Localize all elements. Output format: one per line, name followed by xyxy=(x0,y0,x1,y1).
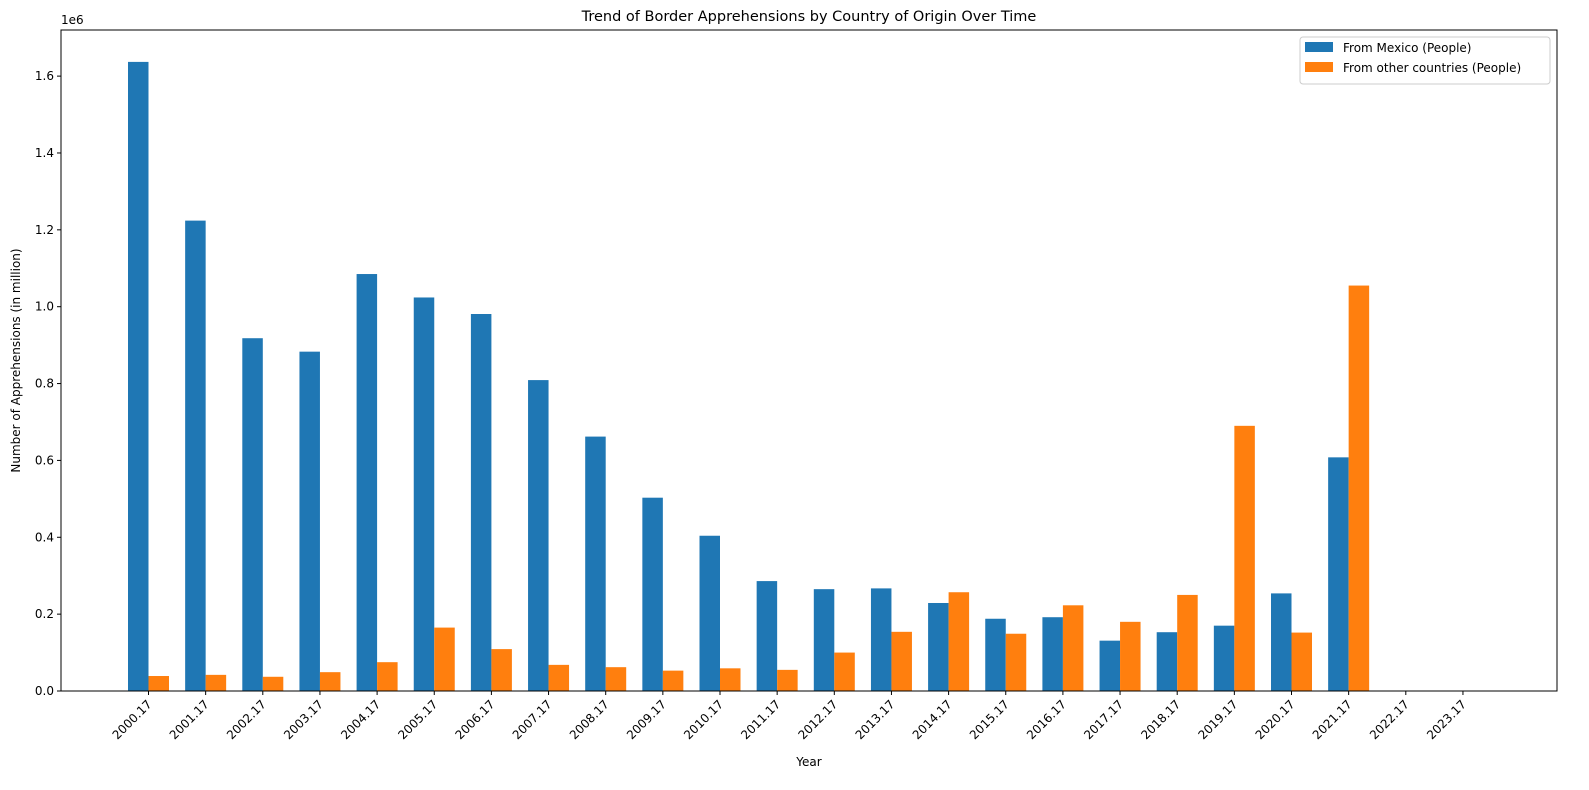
bar-mexico-2005.17 xyxy=(413,297,435,691)
x-tick-label: 2002.17 xyxy=(224,697,269,742)
x-tick-label: 2019.17 xyxy=(1195,697,1240,742)
bar-mexico-2013.17 xyxy=(870,588,892,691)
y-tick-label: 1.2 xyxy=(35,223,54,237)
bar-other-2016.17 xyxy=(1062,605,1084,691)
chart-title: Trend of Border Apprehensions by Country… xyxy=(581,9,1037,25)
x-tick-label: 2010.17 xyxy=(681,697,726,742)
bar-other-2004.17 xyxy=(377,662,398,691)
bar-other-2002.17 xyxy=(262,676,284,691)
x-tick-label: 2018.17 xyxy=(1138,697,1183,742)
bar-mexico-2004.17 xyxy=(356,274,378,691)
bar-other-2019.17 xyxy=(1234,425,1255,691)
x-tick-label: 2012.17 xyxy=(795,697,840,742)
bar-mexico-2021.17 xyxy=(1328,457,1349,691)
x-tick-label: 2017.17 xyxy=(1081,697,1126,742)
y-axis-label: Number of Apprehensions (in million) xyxy=(9,248,23,472)
bar-mexico-2015.17 xyxy=(985,618,1006,691)
bar-other-2015.17 xyxy=(1005,633,1027,691)
bar-mexico-2012.17 xyxy=(813,589,835,691)
x-tick-label: 2009.17 xyxy=(624,697,669,742)
x-tick-label: 2020.17 xyxy=(1253,697,1298,742)
bar-mexico-2002.17 xyxy=(242,338,263,691)
bar-mexico-2000.17 xyxy=(128,61,149,691)
y-tick-label: 0.6 xyxy=(35,453,54,467)
x-tick-label: 2016.17 xyxy=(1024,697,1069,742)
x-tick-label: 2001.17 xyxy=(167,697,212,742)
x-tick-label: 2007.17 xyxy=(510,697,555,742)
bar-other-2014.17 xyxy=(948,592,970,691)
bar-other-2017.17 xyxy=(1120,621,1141,691)
bar-other-2009.17 xyxy=(662,670,684,691)
legend: From Mexico (People) From other countries… xyxy=(1299,36,1551,85)
x-tick-label: 2005.17 xyxy=(395,697,440,742)
y-tick-label: 1.4 xyxy=(35,146,54,160)
legend-swatch-mexico xyxy=(1305,42,1333,52)
legend-label-other: From other countries (People) xyxy=(1343,61,1521,75)
bar-other-2020.17 xyxy=(1291,632,1312,691)
x-tick-label: 2003.17 xyxy=(281,697,326,742)
legend-swatch-other xyxy=(1305,62,1333,72)
y-tick-label: 1.0 xyxy=(35,300,54,314)
x-tick-label: 2004.17 xyxy=(338,697,383,742)
bar-mexico-2014.17 xyxy=(928,602,949,691)
bar-other-2010.17 xyxy=(720,668,741,691)
x-tick-label: 2008.17 xyxy=(567,697,612,742)
bar-other-2013.17 xyxy=(891,631,912,691)
bar-mexico-2001.17 xyxy=(185,220,206,691)
bar-mexico-2009.17 xyxy=(642,497,663,691)
bar-other-2018.17 xyxy=(1177,594,1198,691)
x-tick-label: 2023.17 xyxy=(1424,697,1469,742)
bar-other-2001.17 xyxy=(205,674,227,691)
x-tick-label: 2000.17 xyxy=(110,697,155,742)
legend-label-mexico: From Mexico (People) xyxy=(1343,41,1472,55)
x-tick-label: 2013.17 xyxy=(853,697,898,742)
bar-other-2021.17 xyxy=(1348,285,1370,691)
x-tick-label: 2014.17 xyxy=(910,697,955,742)
bar-other-2000.17 xyxy=(148,676,169,691)
bar-other-2007.17 xyxy=(548,664,570,691)
y-axis-ticks: 0.0 0.2 0.4 0.6 0.8 1.0 1.2 1.4 1.6 xyxy=(35,69,61,698)
y-tick-label: 1.6 xyxy=(35,69,54,83)
bar-mexico-2011.17 xyxy=(756,581,778,691)
x-tick-label: 2015.17 xyxy=(967,697,1012,742)
bar-mexico-2018.17 xyxy=(1156,632,1178,691)
y-tick-label: 0.0 xyxy=(35,684,54,698)
bar-other-2003.17 xyxy=(319,672,341,691)
bar-other-2005.17 xyxy=(434,627,455,691)
x-tick-label: 2022.17 xyxy=(1367,697,1412,742)
bar-mexico-2008.17 xyxy=(585,436,606,691)
x-axis-label: Year xyxy=(795,755,821,769)
plot-frame xyxy=(60,29,1558,692)
bar-mexico-2003.17 xyxy=(299,351,320,691)
x-axis-ticks: 2000.17 2001.17 2002.17 2003.17 2004.17 2005.… xyxy=(110,691,1469,742)
bar-mexico-2006.17 xyxy=(470,313,492,691)
bar-mexico-2010.17 xyxy=(699,535,720,691)
y-tick-label: 0.8 xyxy=(35,377,54,391)
bar-other-2012.17 xyxy=(834,652,855,691)
x-tick-label: 2011.17 xyxy=(738,697,783,742)
y-tick-label: 0.2 xyxy=(35,607,54,621)
bars-group xyxy=(128,61,1370,691)
legend-box xyxy=(1299,36,1551,85)
bar-other-2008.17 xyxy=(605,667,627,691)
x-tick-label: 2021.17 xyxy=(1310,697,1355,742)
y-tick-label: 0.4 xyxy=(35,530,54,544)
bar-mexico-2007.17 xyxy=(528,380,549,691)
x-tick-label: 2006.17 xyxy=(453,697,498,742)
y-axis-offset-label: 1e6 xyxy=(61,13,84,27)
bar-mexico-2019.17 xyxy=(1213,625,1235,691)
bar-mexico-2020.17 xyxy=(1271,593,1292,691)
bar-other-2011.17 xyxy=(777,669,798,691)
bar-mexico-2017.17 xyxy=(1099,640,1121,691)
bar-other-2006.17 xyxy=(491,649,512,691)
bar-mexico-2016.17 xyxy=(1042,617,1063,691)
